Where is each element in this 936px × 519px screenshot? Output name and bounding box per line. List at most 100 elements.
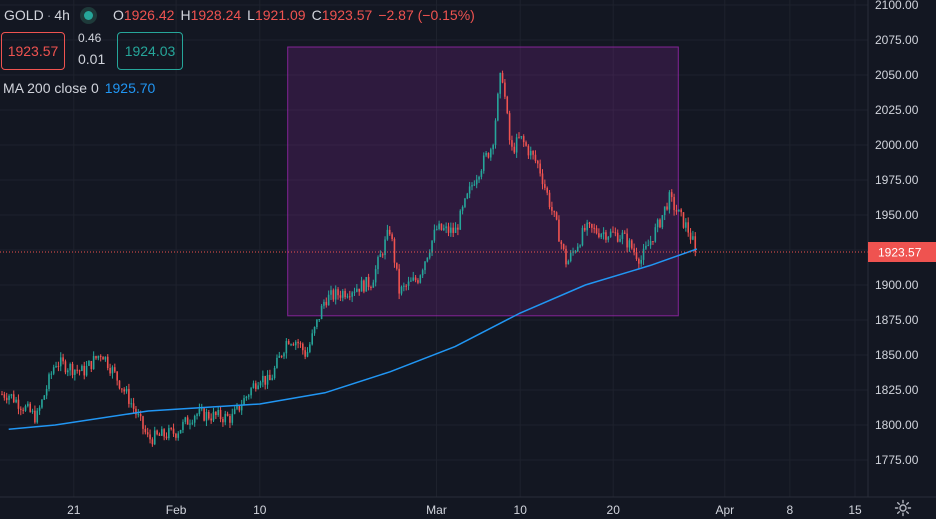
candle: [106, 354, 109, 371]
candle: [309, 342, 311, 354]
candle: [222, 416, 224, 427]
candle-body: [678, 209, 680, 212]
candle-body: [527, 145, 530, 156]
candle: [64, 359, 67, 375]
candle-body: [675, 210, 678, 212]
candle: [71, 361, 74, 379]
candle: [532, 150, 534, 160]
candle-body: [76, 369, 78, 371]
candle-body: [426, 257, 429, 262]
candle-body: [309, 344, 311, 352]
candle-body: [619, 238, 621, 242]
candle: [675, 204, 678, 215]
time-axis[interactable]: 21 Feb 10 Mar 10 20 Apr 8 15: [0, 496, 936, 517]
candle: [118, 380, 121, 390]
candle-body: [586, 222, 588, 231]
candle-body: [600, 234, 603, 238]
candle-body: [142, 416, 144, 429]
candle: [266, 370, 269, 389]
candle: [224, 410, 227, 426]
candle: [81, 364, 83, 372]
candle-body: [541, 173, 544, 185]
candle-body: [38, 407, 41, 411]
candle-body: [294, 341, 297, 346]
price-tick-label: 1950.00: [875, 208, 919, 222]
candle-body: [175, 433, 177, 438]
price-tick-label: 1975.00: [875, 173, 919, 187]
sell-price-button[interactable]: 1923.57: [1, 32, 65, 70]
candle: [372, 279, 375, 288]
ma-legend[interactable]: MA 200 close 0 1925.70: [3, 80, 155, 96]
candle-body: [438, 223, 440, 230]
candle: [480, 169, 483, 180]
candle-body: [45, 388, 48, 396]
candle: [95, 355, 97, 360]
candle: [579, 244, 581, 249]
candle: [551, 201, 553, 215]
candle: [388, 226, 391, 236]
buy-price-button[interactable]: 1924.03: [117, 32, 183, 70]
candle-body: [384, 239, 386, 256]
candle-body: [454, 227, 457, 233]
candle: [475, 174, 478, 189]
candle-body: [205, 411, 208, 421]
candle: [259, 380, 262, 388]
candle-body: [405, 285, 407, 287]
candle: [151, 437, 154, 447]
candle-body: [334, 289, 337, 300]
candle: [522, 134, 525, 147]
candle-body: [499, 72, 501, 94]
candle-body: [633, 248, 635, 252]
candle: [440, 223, 443, 231]
spread-value: 0.46: [78, 31, 102, 45]
candle: [97, 355, 100, 361]
candle-body: [238, 404, 241, 411]
candle: [595, 225, 598, 235]
candle-body: [271, 378, 274, 381]
gear-icon[interactable]: [894, 499, 912, 517]
candle-body: [200, 408, 203, 410]
rectangle-drawing-layer[interactable]: [287, 46, 679, 317]
candle-body: [548, 192, 551, 207]
candle: [334, 285, 337, 305]
candle: [621, 229, 624, 245]
candle: [647, 239, 650, 247]
candle: [292, 342, 295, 346]
candle-body: [370, 287, 372, 289]
candle: [121, 388, 123, 393]
candle: [656, 218, 659, 233]
timeframe-label[interactable]: 4h: [54, 7, 70, 23]
candle: [48, 372, 50, 392]
candle: [431, 240, 433, 256]
candle-body: [433, 229, 436, 241]
candle: [562, 243, 565, 251]
candle: [247, 393, 250, 400]
candle: [302, 342, 304, 355]
candle-body: [130, 403, 133, 405]
candle-body: [461, 206, 464, 211]
candle: [212, 407, 215, 422]
candle-body: [59, 357, 62, 367]
candle: [400, 285, 403, 296]
symbol-name[interactable]: GOLD: [4, 7, 44, 23]
candle-body: [349, 296, 351, 298]
candle-body: [567, 261, 570, 265]
candle-body: [290, 344, 292, 346]
candle: [567, 259, 570, 265]
ma-legend-label: MA 200 close 0: [3, 80, 99, 96]
candle-body: [193, 415, 196, 423]
candle: [544, 179, 546, 191]
candle: [407, 276, 410, 291]
candle-body: [266, 374, 269, 385]
candle-body: [584, 227, 586, 231]
candle-body: [88, 361, 90, 366]
candle: [666, 202, 668, 211]
candle-body: [506, 96, 509, 114]
candle: [15, 396, 17, 404]
candle-body: [692, 236, 694, 240]
candle-body: [497, 93, 499, 121]
candle: [240, 399, 243, 415]
candle-body: [128, 388, 130, 404]
candle: [168, 424, 170, 441]
